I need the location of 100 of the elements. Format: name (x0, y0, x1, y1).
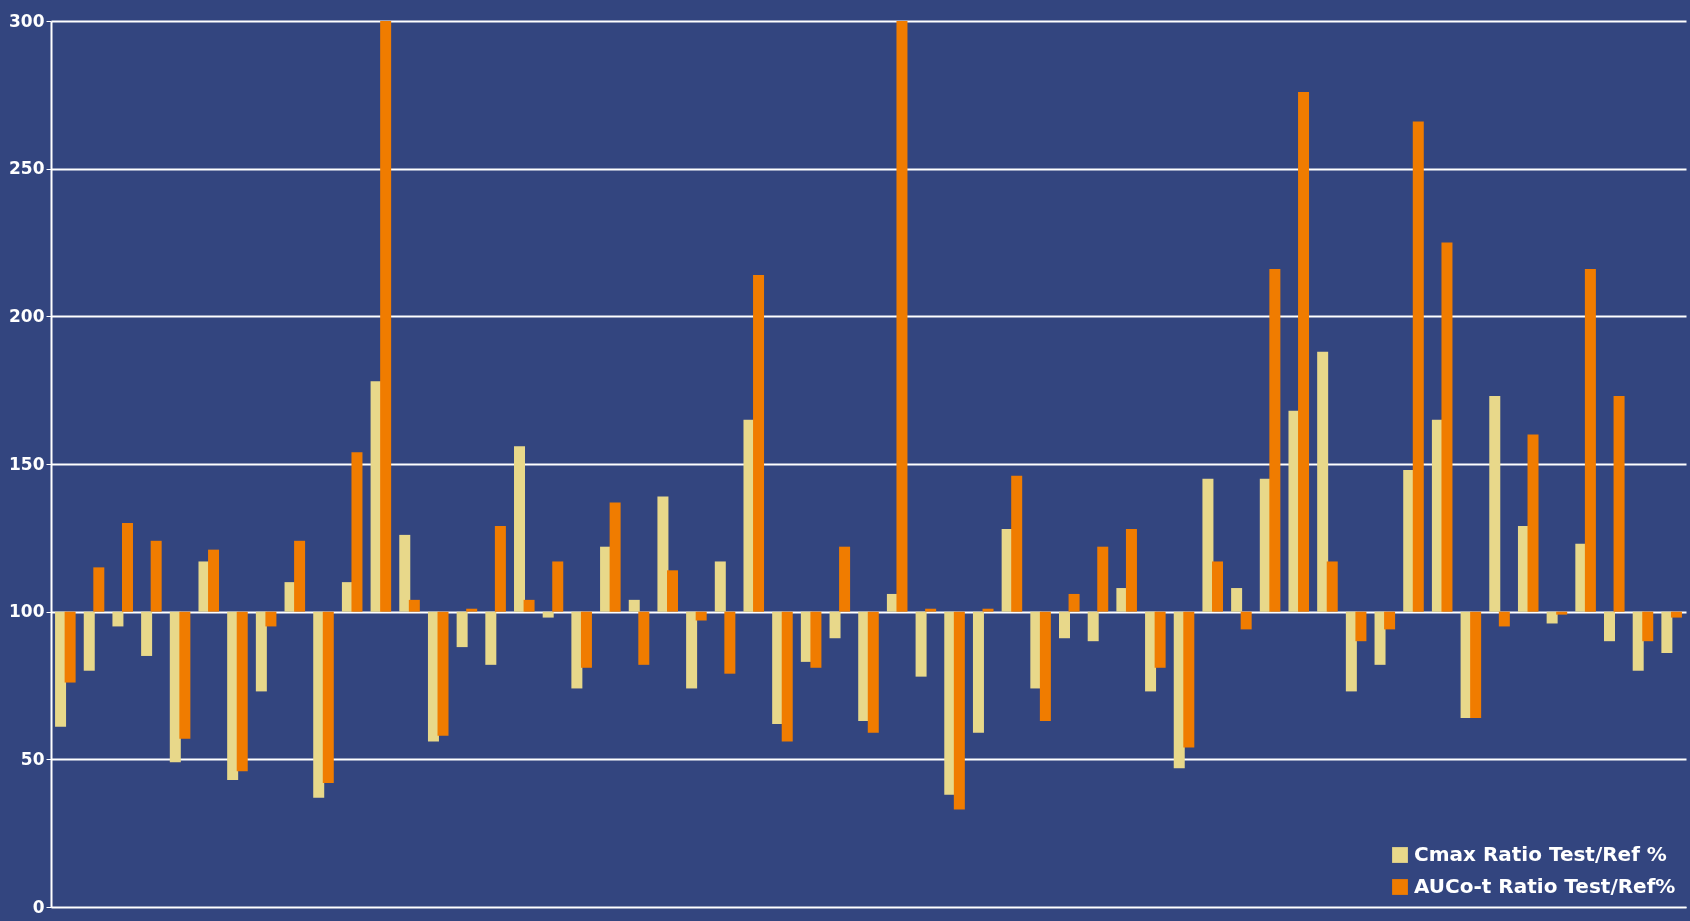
legend-label: Cmax Ratio Test/Ref % (1414, 842, 1667, 866)
bar (657, 496, 669, 612)
bar (83, 611, 95, 671)
bar (112, 611, 124, 627)
bar (1441, 242, 1453, 612)
bar (1489, 396, 1501, 612)
bar (638, 611, 650, 665)
bar (571, 611, 583, 689)
bar (64, 611, 76, 683)
bar (1556, 611, 1568, 615)
bar (1097, 546, 1109, 612)
bar (141, 611, 153, 656)
bar (1384, 611, 1396, 630)
bar (1298, 91, 1310, 612)
bar (1183, 611, 1195, 748)
bar (753, 274, 765, 612)
bar (1030, 611, 1042, 689)
bar (351, 452, 363, 612)
bar (609, 502, 621, 612)
bar (542, 611, 554, 618)
bar (839, 546, 851, 612)
bar (1059, 611, 1071, 639)
bar (294, 540, 306, 612)
bar (1584, 269, 1596, 612)
y-tick-label: 300 (9, 10, 45, 31)
bar (1231, 588, 1243, 612)
bar (1632, 611, 1644, 671)
y-tick-label: 250 (9, 158, 45, 179)
bar (1613, 396, 1625, 612)
bar (600, 546, 612, 612)
bar (399, 534, 411, 612)
bar (198, 561, 210, 612)
legend-label: AUCo-t Ratio Test/Ref% (1414, 874, 1676, 898)
bar (1288, 410, 1300, 612)
bar (1661, 611, 1673, 654)
bar (743, 419, 755, 612)
bar (867, 611, 879, 733)
bar (1125, 528, 1137, 612)
bar (427, 611, 439, 742)
bar (1403, 469, 1415, 612)
bar (1670, 611, 1682, 618)
bar (1527, 434, 1539, 612)
bar (485, 611, 497, 665)
bar (982, 608, 994, 612)
bar (1326, 561, 1338, 612)
bar (179, 611, 191, 739)
bar (1087, 611, 1099, 642)
bar (1145, 611, 1157, 692)
bar (1642, 611, 1654, 642)
bar (628, 599, 640, 612)
bar (695, 611, 707, 621)
bar (1154, 611, 1166, 668)
bar (944, 611, 956, 795)
bar (456, 611, 468, 648)
bar (829, 611, 841, 639)
bar (686, 611, 698, 689)
bar (55, 611, 67, 727)
bar (1317, 351, 1329, 612)
bar (915, 611, 927, 677)
bar (781, 611, 793, 742)
bar (208, 549, 220, 612)
bar (236, 611, 248, 772)
bar (953, 611, 965, 810)
bar (523, 599, 535, 612)
bar (896, 21, 908, 612)
y-tick-label: 150 (9, 453, 45, 474)
y-tick-label: 200 (9, 305, 45, 326)
bar (437, 611, 449, 736)
bar (93, 567, 105, 612)
bar (810, 611, 822, 668)
bar (1604, 611, 1616, 642)
bar (380, 21, 392, 612)
bar (1211, 561, 1223, 612)
y-tick-label: 100 (9, 601, 45, 622)
bar (1011, 475, 1023, 612)
y-tick-label: 50 (20, 748, 45, 769)
bar (972, 611, 984, 733)
bar (466, 608, 478, 612)
bar (1374, 611, 1386, 665)
bar (408, 599, 420, 612)
bar (313, 611, 325, 798)
bar (1240, 611, 1252, 630)
y-tick-label: 0 (32, 896, 45, 917)
bar (227, 611, 239, 781)
bar (714, 561, 726, 612)
bar (858, 611, 870, 721)
bar (1355, 611, 1367, 642)
bar (1345, 611, 1357, 692)
bar (494, 526, 506, 612)
bar (1202, 478, 1214, 612)
bar (1116, 588, 1128, 612)
bar (514, 446, 526, 612)
bar (150, 540, 162, 612)
bar (255, 611, 267, 692)
bar (772, 611, 784, 724)
bar (580, 611, 592, 668)
bar (1039, 611, 1051, 721)
bar (666, 570, 678, 612)
bar (1575, 543, 1587, 612)
bar (552, 561, 564, 612)
